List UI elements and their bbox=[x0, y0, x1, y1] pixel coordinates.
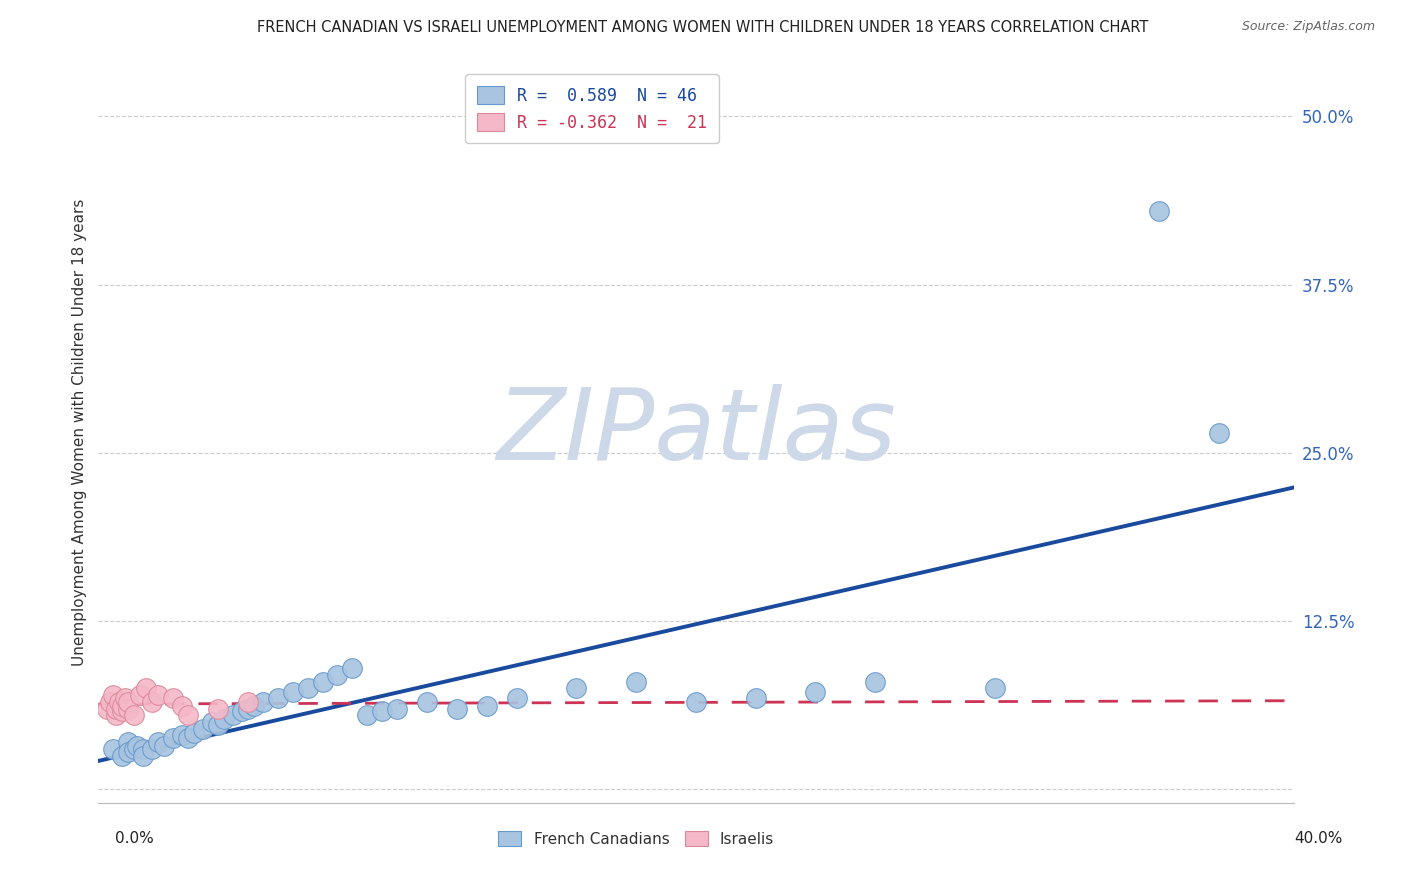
Point bbox=[207, 717, 229, 731]
Point bbox=[865, 674, 887, 689]
Point bbox=[153, 739, 176, 754]
Point bbox=[111, 698, 134, 713]
Point bbox=[148, 735, 170, 749]
Point bbox=[207, 701, 229, 715]
Point bbox=[506, 690, 529, 705]
Point bbox=[222, 708, 245, 723]
Point bbox=[191, 722, 214, 736]
Point bbox=[124, 742, 146, 756]
Point bbox=[114, 690, 136, 705]
Point bbox=[326, 668, 349, 682]
Point bbox=[1208, 425, 1230, 440]
Y-axis label: Unemployment Among Women with Children Under 18 years: Unemployment Among Women with Children U… bbox=[72, 199, 87, 666]
Point bbox=[108, 695, 131, 709]
Point bbox=[117, 701, 139, 715]
Point bbox=[177, 731, 200, 746]
Point bbox=[371, 704, 394, 718]
Point bbox=[162, 690, 184, 705]
Point bbox=[475, 698, 498, 713]
Point bbox=[804, 685, 827, 699]
Point bbox=[111, 748, 134, 763]
Text: 40.0%: 40.0% bbox=[1295, 831, 1343, 847]
Point bbox=[626, 674, 648, 689]
Point bbox=[565, 681, 588, 696]
Point bbox=[183, 726, 205, 740]
Point bbox=[135, 681, 157, 696]
Point bbox=[111, 704, 134, 718]
Point bbox=[172, 698, 194, 713]
Point bbox=[236, 701, 259, 715]
Point bbox=[105, 701, 128, 715]
Point bbox=[117, 695, 139, 709]
Point bbox=[124, 708, 146, 723]
Point bbox=[162, 731, 184, 746]
Point bbox=[984, 681, 1007, 696]
Point bbox=[103, 742, 125, 756]
Point bbox=[243, 698, 266, 713]
Point bbox=[236, 695, 259, 709]
Point bbox=[141, 695, 163, 709]
Point bbox=[201, 714, 224, 729]
Text: FRENCH CANADIAN VS ISRAELI UNEMPLOYMENT AMONG WOMEN WITH CHILDREN UNDER 18 YEARS: FRENCH CANADIAN VS ISRAELI UNEMPLOYMENT … bbox=[257, 20, 1149, 35]
Point bbox=[231, 704, 253, 718]
Point bbox=[356, 708, 378, 723]
Point bbox=[172, 729, 194, 743]
Point bbox=[252, 695, 274, 709]
Point bbox=[177, 708, 200, 723]
Point bbox=[98, 695, 122, 709]
Point bbox=[127, 739, 149, 754]
Point bbox=[129, 688, 152, 702]
Legend: French Canadians, Israelis: French Canadians, Israelis bbox=[491, 823, 782, 855]
Point bbox=[1147, 203, 1170, 218]
Point bbox=[117, 745, 139, 759]
Point bbox=[297, 681, 319, 696]
Point bbox=[385, 701, 409, 715]
Point bbox=[267, 690, 290, 705]
Point bbox=[342, 661, 364, 675]
Text: Source: ZipAtlas.com: Source: ZipAtlas.com bbox=[1241, 20, 1375, 33]
Point bbox=[132, 748, 155, 763]
Point bbox=[446, 701, 468, 715]
Point bbox=[117, 735, 139, 749]
Point bbox=[132, 742, 155, 756]
Point bbox=[685, 695, 707, 709]
Point bbox=[311, 674, 333, 689]
Point bbox=[416, 695, 439, 709]
Point bbox=[148, 688, 170, 702]
Point bbox=[141, 742, 163, 756]
Point bbox=[105, 708, 128, 723]
Point bbox=[103, 688, 125, 702]
Text: ZIPatlas: ZIPatlas bbox=[496, 384, 896, 481]
Point bbox=[96, 701, 118, 715]
Point bbox=[281, 685, 304, 699]
Point bbox=[745, 690, 768, 705]
Point bbox=[212, 712, 235, 726]
Text: 0.0%: 0.0% bbox=[115, 831, 155, 847]
